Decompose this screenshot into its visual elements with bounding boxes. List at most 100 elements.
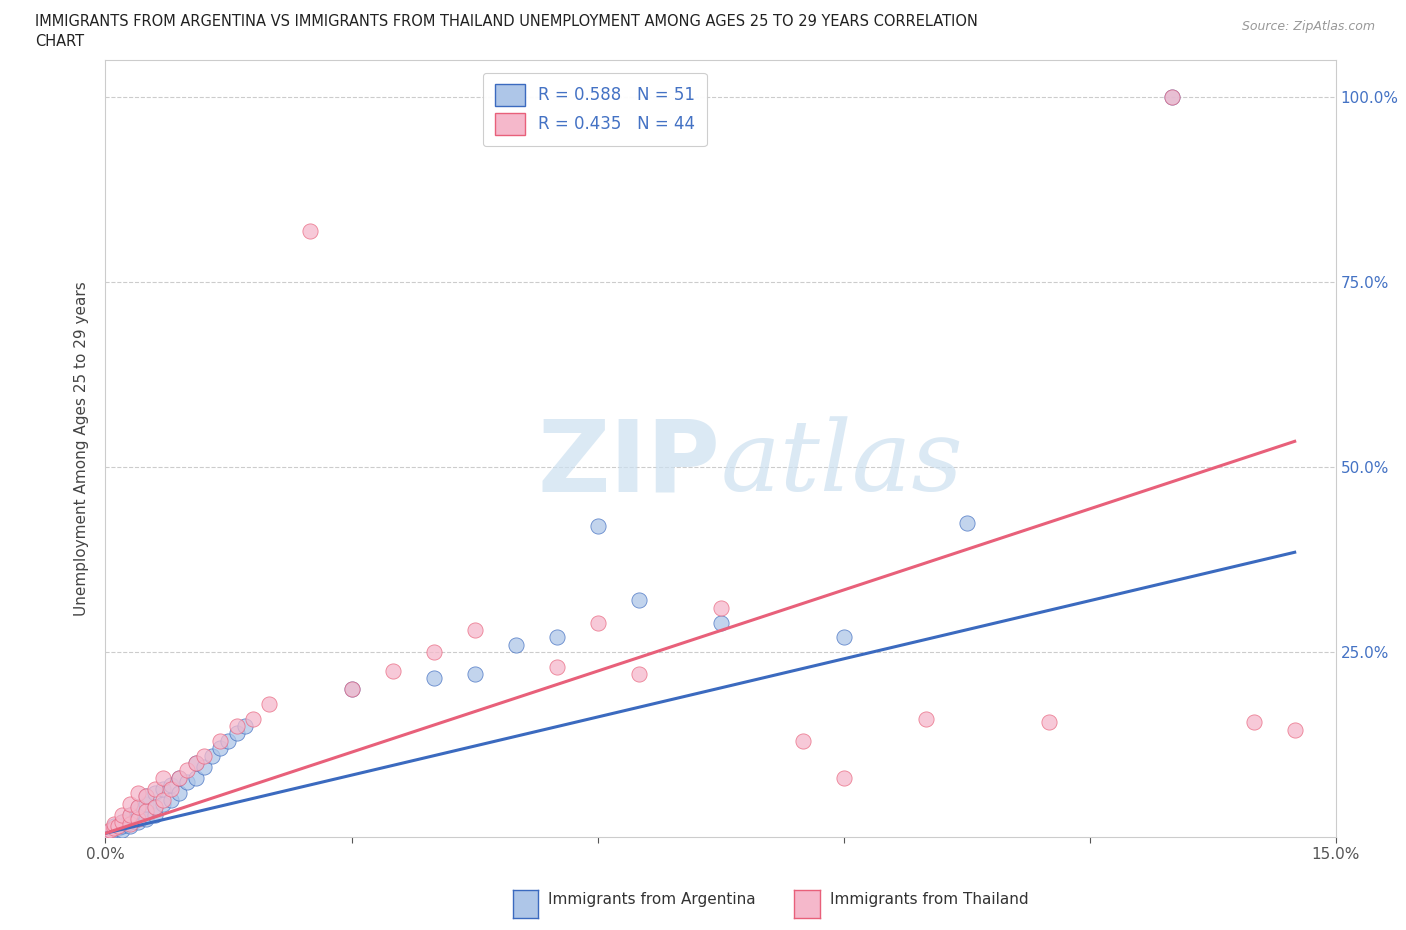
Point	[422, 671, 444, 685]
Text: ZIP: ZIP	[537, 416, 721, 512]
Point	[464, 667, 486, 682]
Text: IMMIGRANTS FROM ARGENTINA VS IMMIGRANTS FROM THAILAND UNEMPLOYMENT AMONG AGES 25: IMMIGRANTS FROM ARGENTINA VS IMMIGRANTS …	[35, 14, 979, 29]
Point	[832, 770, 855, 785]
Point	[201, 749, 224, 764]
Point	[143, 785, 166, 800]
Point	[135, 804, 157, 818]
Point	[225, 726, 247, 741]
Text: CHART: CHART	[35, 34, 84, 49]
Point	[127, 800, 149, 815]
Point	[152, 781, 174, 796]
Point	[193, 759, 215, 774]
Point	[233, 719, 256, 734]
Point	[127, 811, 149, 826]
Point	[176, 763, 198, 777]
Point	[710, 615, 733, 630]
Point	[505, 637, 527, 652]
Point	[135, 789, 157, 804]
Point	[184, 755, 207, 770]
Point	[143, 781, 166, 796]
Point	[111, 815, 134, 830]
Point	[209, 734, 232, 749]
Point	[160, 792, 183, 807]
Point	[120, 815, 141, 830]
Point	[169, 785, 191, 800]
Point	[111, 815, 134, 830]
Text: Source: ZipAtlas.com: Source: ZipAtlas.com	[1241, 20, 1375, 33]
Point	[381, 663, 404, 678]
Point	[115, 817, 138, 831]
Point	[627, 593, 650, 608]
Point	[546, 659, 568, 674]
Point	[209, 741, 232, 756]
Point	[160, 781, 183, 796]
Point	[143, 800, 166, 815]
Point	[135, 804, 157, 818]
Point	[120, 811, 141, 826]
Point	[169, 770, 191, 785]
Point	[169, 770, 191, 785]
Point	[956, 515, 979, 530]
Point	[627, 667, 650, 682]
Point	[143, 800, 166, 815]
Point	[94, 826, 117, 841]
Point	[94, 826, 117, 841]
Point	[135, 789, 157, 804]
Point	[464, 622, 486, 637]
Point	[299, 223, 322, 238]
Point	[98, 822, 121, 837]
Point	[586, 519, 609, 534]
Point	[259, 697, 281, 711]
Point	[586, 615, 609, 630]
Point	[1284, 723, 1306, 737]
Y-axis label: Unemployment Among Ages 25 to 29 years: Unemployment Among Ages 25 to 29 years	[75, 282, 90, 616]
Point	[1243, 715, 1265, 730]
Point	[1160, 90, 1182, 105]
Point	[832, 630, 855, 644]
Point	[225, 719, 247, 734]
Point	[340, 682, 363, 697]
Point	[176, 774, 198, 789]
Point	[422, 644, 444, 659]
Point	[127, 804, 149, 818]
Point	[242, 711, 264, 726]
Point	[1160, 90, 1182, 105]
Point	[107, 820, 129, 835]
Point	[111, 807, 134, 822]
Text: Immigrants from Argentina: Immigrants from Argentina	[548, 892, 756, 907]
Point	[103, 817, 125, 831]
Point	[135, 796, 157, 811]
Point	[98, 824, 121, 839]
Point	[122, 814, 145, 829]
Point	[120, 817, 141, 831]
Point	[152, 796, 174, 811]
Point	[120, 818, 141, 833]
Point	[111, 822, 134, 837]
Point	[127, 815, 149, 830]
Point	[120, 807, 141, 822]
Point	[127, 785, 149, 800]
Point	[914, 711, 936, 726]
Point	[218, 734, 240, 749]
Point	[340, 682, 363, 697]
Point	[103, 822, 125, 837]
Point	[184, 755, 207, 770]
Legend: R = 0.588   N = 51, R = 0.435   N = 44: R = 0.588 N = 51, R = 0.435 N = 44	[482, 73, 707, 146]
Point	[152, 770, 174, 785]
Point	[710, 600, 733, 615]
Point	[546, 630, 568, 644]
Point	[120, 807, 141, 822]
Point	[103, 820, 125, 835]
Point	[135, 811, 157, 826]
Point	[127, 809, 149, 824]
Point	[152, 792, 174, 807]
Point	[107, 818, 129, 833]
Point	[127, 800, 149, 815]
Text: atlas: atlas	[721, 417, 963, 512]
Point	[120, 796, 141, 811]
Point	[193, 749, 215, 764]
Point	[103, 818, 125, 833]
Point	[792, 734, 814, 749]
Point	[184, 770, 207, 785]
Point	[111, 818, 134, 833]
